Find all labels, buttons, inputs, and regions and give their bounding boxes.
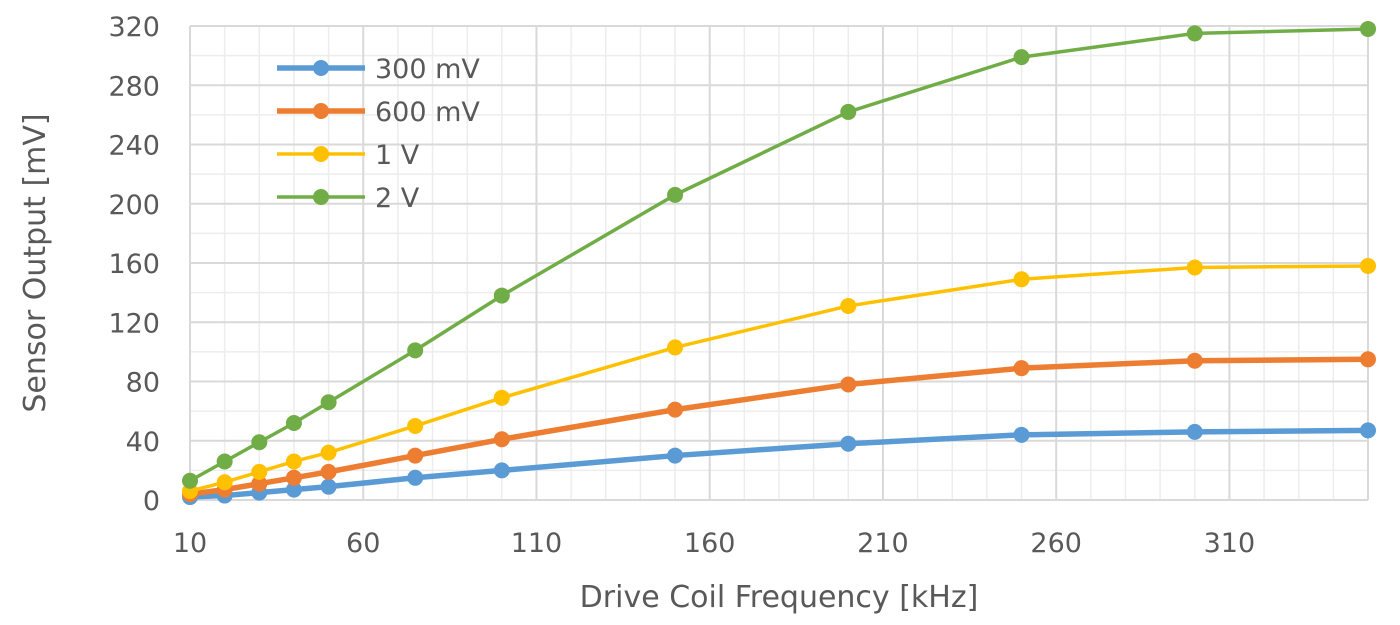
legend-label: 300 mV <box>375 54 480 85</box>
data-point <box>1186 423 1203 440</box>
y-tick-label: 160 <box>108 249 160 280</box>
legend-entry: 600 mV <box>277 97 480 128</box>
x-tick-label: 110 <box>511 528 563 559</box>
legend-label: 1 V <box>375 140 420 171</box>
legend-label: 600 mV <box>375 97 480 128</box>
y-tick-label: 40 <box>126 427 160 458</box>
data-point <box>285 481 302 498</box>
y-tick-label: 200 <box>108 190 160 221</box>
legend-entry: 1 V <box>277 140 420 171</box>
x-tick-label: 210 <box>857 528 909 559</box>
data-point <box>182 472 198 489</box>
y-tick-label: 320 <box>108 12 160 43</box>
data-point <box>1013 49 1030 66</box>
data-point <box>1013 426 1030 443</box>
legend-label: 2 V <box>375 183 420 214</box>
y-tick-label: 80 <box>126 368 160 399</box>
x-tick-label: 260 <box>1030 528 1082 559</box>
x-axis-title: Drive Coil Frequency [kHz] <box>580 580 979 615</box>
data-point <box>216 453 233 470</box>
data-point <box>840 376 857 393</box>
data-point <box>216 474 233 491</box>
data-point <box>840 103 857 120</box>
data-series <box>182 20 1376 506</box>
legend-swatch-marker <box>313 103 329 119</box>
data-point <box>493 389 510 406</box>
legend-swatch-marker <box>313 146 329 162</box>
data-point <box>667 401 684 418</box>
x-tick-label: 310 <box>1204 528 1256 559</box>
legend-swatch-marker <box>313 189 329 205</box>
legend-entry: 2 V <box>277 183 420 214</box>
data-point <box>493 287 510 304</box>
data-point <box>667 339 684 356</box>
data-point <box>667 447 684 464</box>
x-axis-tick-labels: 10 60 110 160 210 260 310 <box>173 528 1255 559</box>
y-tick-label: 120 <box>108 308 160 339</box>
data-point <box>1013 271 1030 288</box>
legend: 300 mV 600 mV 1 V 2 V <box>277 54 480 214</box>
data-point <box>320 394 337 411</box>
data-point <box>320 463 337 480</box>
series-1-v <box>182 257 1376 500</box>
legend-entry: 300 mV <box>277 54 480 85</box>
data-point <box>407 417 424 434</box>
data-point <box>1360 422 1376 439</box>
x-tick-label: 60 <box>346 528 380 559</box>
y-tick-label: 0 <box>143 486 160 517</box>
data-point <box>840 435 857 452</box>
series-2-v <box>182 20 1376 489</box>
y-axis-tick-labels: 0 40 80 120 160 200 240 280 320 <box>108 12 160 517</box>
data-point <box>667 186 684 203</box>
data-point <box>1186 352 1203 369</box>
x-tick-label: 10 <box>173 528 207 559</box>
data-point <box>285 469 302 486</box>
x-tick-label: 160 <box>684 528 736 559</box>
y-tick-label: 280 <box>108 71 160 102</box>
data-point <box>285 414 302 431</box>
data-point <box>320 478 337 495</box>
data-point <box>493 462 510 479</box>
data-point <box>840 297 857 314</box>
data-point <box>407 447 424 464</box>
y-axis-title: Sensor Output [mV] <box>18 113 53 412</box>
data-point <box>1360 257 1376 274</box>
data-point <box>320 444 337 461</box>
data-point <box>1360 20 1376 37</box>
data-point <box>493 431 510 448</box>
data-point <box>251 434 268 451</box>
data-point <box>407 342 424 359</box>
data-point <box>285 453 302 470</box>
data-point <box>251 463 268 480</box>
data-point <box>1186 259 1203 276</box>
data-point <box>407 469 424 486</box>
y-tick-label: 240 <box>108 131 160 162</box>
data-point <box>251 475 268 492</box>
data-point <box>1186 25 1203 42</box>
data-point <box>1360 351 1376 368</box>
legend-swatch-marker <box>313 60 329 76</box>
series-300-mv <box>182 422 1376 506</box>
data-point <box>1013 360 1030 377</box>
